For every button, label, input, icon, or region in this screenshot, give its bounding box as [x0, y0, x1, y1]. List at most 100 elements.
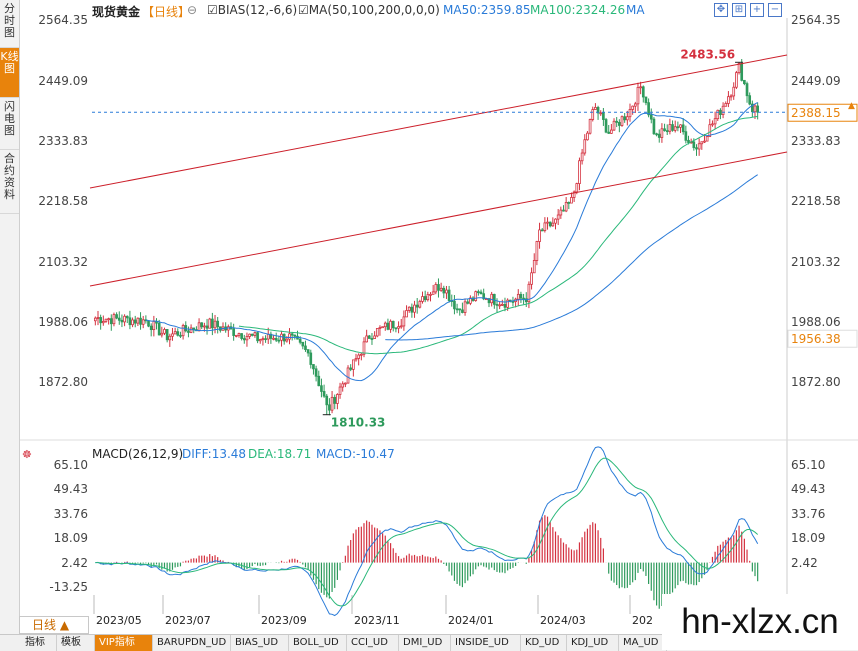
macd-tick-right: 65.10 [791, 458, 825, 472]
macd-tick-right: 49.43 [791, 482, 825, 496]
candle [341, 383, 345, 388]
candle [378, 326, 382, 329]
candle [567, 202, 571, 204]
expand-icon[interactable]: ✥ [714, 3, 728, 17]
macd-value-label: MACD:-10.47 [316, 447, 395, 461]
candle [543, 222, 547, 231]
candle [101, 320, 105, 324]
candle [583, 139, 587, 154]
candle [548, 221, 552, 227]
candle [708, 124, 712, 138]
indicator-tab[interactable]: INSIDE_UD [451, 635, 521, 651]
candle [258, 339, 262, 342]
candle [389, 320, 392, 330]
time-tick-label: 2023/07 [165, 614, 211, 627]
candle [458, 308, 462, 311]
candle [753, 105, 757, 113]
tab-contract-info[interactable]: 合约资料 [0, 150, 19, 214]
ma100-label: MA100:2324.26 [530, 3, 626, 17]
candle [232, 328, 235, 336]
candle [125, 315, 129, 319]
candle [612, 120, 616, 131]
price-tick-left: 2449.09 [38, 74, 88, 88]
candle [562, 209, 565, 212]
ma200-label: MA [626, 3, 645, 17]
candle [665, 130, 669, 133]
candle [570, 197, 573, 204]
candle [354, 358, 358, 361]
indicator-tab[interactable]: KD_UD [521, 635, 567, 651]
bias-checkbox[interactable]: ☑ [207, 3, 218, 17]
candle [99, 317, 102, 324]
candle [131, 319, 134, 326]
candle [559, 209, 563, 216]
candle [96, 317, 100, 319]
fit-icon[interactable]: ⊞ [732, 3, 746, 17]
period-arrow-icon: ▲ [59, 618, 70, 632]
indicator-tab[interactable]: DMI_UD [399, 635, 451, 651]
candle [293, 334, 297, 337]
indicator-tab[interactable]: MA_UD [619, 635, 667, 651]
indicator-tab[interactable]: BARUPDN_UD [153, 635, 231, 651]
candle [237, 333, 241, 336]
candle [405, 310, 408, 318]
ma-checkbox[interactable]: ☑ [298, 3, 309, 17]
zoom-in-icon[interactable]: + [750, 3, 764, 17]
candle [705, 136, 709, 142]
candle [522, 297, 525, 300]
candle [173, 331, 177, 335]
indicator-tab[interactable]: BIAS_UD [231, 635, 289, 651]
candle [575, 183, 579, 193]
candle [333, 396, 337, 404]
price-tick-left: 1872.80 [38, 375, 88, 389]
candle [620, 116, 624, 126]
tab-kline[interactable]: K线图 [0, 48, 19, 98]
indicator-tab[interactable]: 指标 [21, 635, 57, 651]
candle [93, 317, 97, 322]
candle [352, 359, 355, 370]
candle [362, 341, 366, 355]
candle [288, 333, 291, 340]
zoom-out-icon[interactable]: − [768, 3, 782, 17]
candle [304, 345, 307, 351]
indicator-tab[interactable]: KDJ_UD [567, 635, 619, 651]
candle [447, 289, 451, 301]
candle [367, 335, 371, 339]
indicator-tab[interactable]: VIP指标 [95, 635, 153, 651]
indicator-tab[interactable]: BOLL_UD [289, 635, 347, 651]
macd-tick-left: 18.09 [54, 531, 88, 545]
candle [285, 338, 289, 342]
candle [370, 338, 374, 340]
tab-intraday-label: 分时图 [4, 2, 15, 39]
tab-kline-label: K线图 [0, 50, 19, 75]
macd-diff-label: DIFF:13.48 [182, 447, 246, 461]
candle [719, 109, 722, 115]
candle [197, 322, 201, 332]
candle [469, 297, 472, 304]
candle [365, 335, 368, 343]
candle [586, 132, 589, 141]
indicator-tab[interactable]: CCI_UD [347, 635, 399, 651]
candle [336, 394, 339, 404]
watermark: hn-xlzx.cn [662, 594, 858, 650]
candle [596, 107, 600, 114]
ma-label: ☑MA(50,100,200,0,0,0) [298, 3, 440, 17]
candle [109, 318, 113, 325]
candle [604, 119, 608, 133]
candle [641, 86, 645, 98]
candle [511, 301, 515, 303]
indicator-tab[interactable]: 模板 [57, 635, 95, 651]
period-selector[interactable]: 日线 ▲ [19, 616, 89, 634]
candle [328, 404, 331, 411]
candle [147, 320, 150, 327]
candle [546, 221, 549, 224]
level-box [787, 329, 858, 348]
tab-flash[interactable]: 闪电图 [0, 98, 19, 150]
settings-icon[interactable]: ⊖ [187, 3, 198, 17]
candle [748, 95, 752, 105]
candle [729, 95, 733, 98]
kline-chart[interactable]: 2564.35 2564.35 2449.09 2449.09 2333.83 2333.… [20, 0, 858, 634]
macd-histogram [97, 515, 759, 609]
level-label: 1956.38 [791, 332, 841, 346]
tab-intraday[interactable]: 分时图 [0, 0, 19, 48]
